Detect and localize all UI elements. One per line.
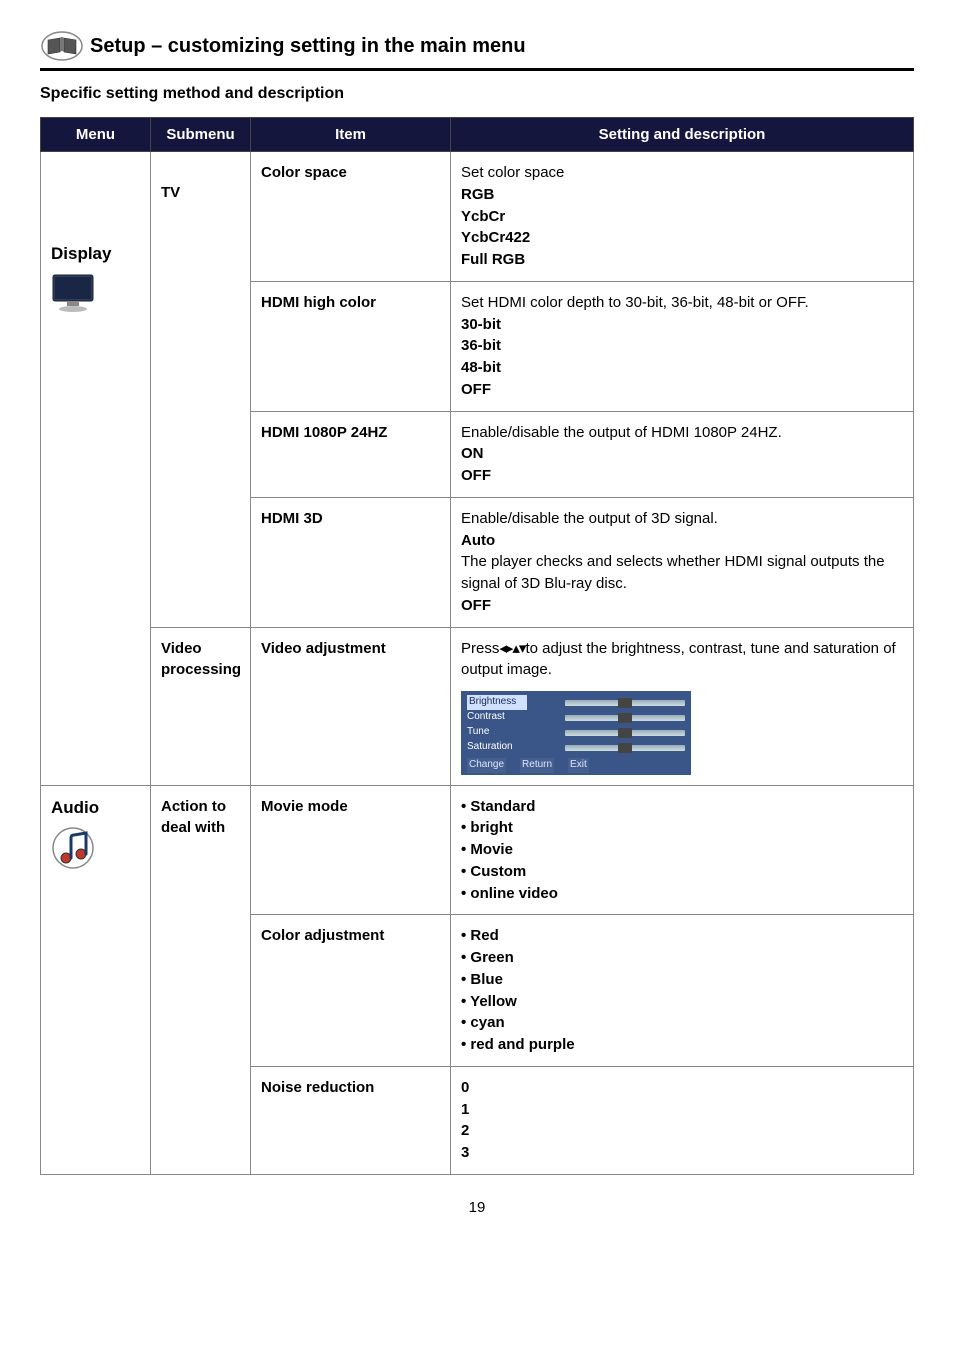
mm-movie: • Movie	[461, 841, 513, 858]
menu-display-label: Display	[51, 242, 140, 267]
va-exit: Exit	[568, 758, 589, 773]
book-icon	[40, 30, 84, 62]
slider-icon	[565, 730, 685, 736]
va-return: Return	[520, 758, 554, 773]
desc-color-space: Set color space RGB YcbCr YcbCr422 Full …	[451, 152, 914, 282]
nr-1: 1	[461, 1101, 469, 1118]
submenu-action-cell: Action to deal with	[151, 785, 251, 1174]
va-change: Change	[467, 758, 506, 773]
menu-audio-cell: Audio	[41, 785, 151, 1174]
va-contrast: Contrast	[467, 710, 527, 725]
ca-cyan: • cyan	[461, 1014, 505, 1031]
nr-3: 3	[461, 1144, 469, 1161]
opt-off3: OFF	[461, 597, 491, 614]
mm-online: • online video	[461, 885, 558, 902]
va-suffix: to adjust the brightness, contrast, tune…	[461, 640, 896, 679]
ca-blue: • Blue	[461, 971, 503, 988]
desc-color-space-intro: Set color space	[461, 164, 564, 181]
nr-2: 2	[461, 1122, 469, 1139]
mm-custom: • Custom	[461, 863, 526, 880]
arrow-icons: ◂▸▴▾	[499, 640, 525, 657]
opt-auto: Auto	[461, 532, 495, 549]
opt-ycbcr422: YcbCr422	[461, 229, 530, 246]
menu-display-cell: Display	[41, 152, 151, 786]
opt-30bit: 30-bit	[461, 316, 501, 333]
slider-icon	[565, 745, 685, 751]
opt-rgb: RGB	[461, 186, 494, 203]
video-adjust-panel: Brightness Contrast Tune Saturation Chan…	[461, 691, 691, 775]
item-hdmi-3d: HDMI 3D	[251, 497, 451, 627]
va-prefix: Press	[461, 640, 499, 657]
desc-hdmi-1080p: Enable/disable the output of HDMI 1080P …	[451, 411, 914, 497]
opt-48bit: 48-bit	[461, 359, 501, 376]
th-menu: Menu	[41, 118, 151, 152]
item-color-adjustment: Color adjustment	[251, 915, 451, 1067]
page-title: Setup – customizing setting in the main …	[90, 35, 526, 58]
item-movie-mode: Movie mode	[251, 785, 451, 915]
opt-36bit: 36-bit	[461, 337, 501, 354]
opt-fullrgb: Full RGB	[461, 251, 525, 268]
page-header: Setup – customizing setting in the main …	[40, 30, 914, 71]
mm-standard: • Standard	[461, 798, 535, 815]
th-item: Item	[251, 118, 451, 152]
slider-icon	[565, 715, 685, 721]
th-submenu: Submenu	[151, 118, 251, 152]
desc-hdmi-1080p-intro: Enable/disable the output of HDMI 1080P …	[461, 424, 782, 441]
desc-hdmi-3d-intro: Enable/disable the output of 3D signal.	[461, 510, 718, 527]
mm-bright: • bright	[461, 819, 513, 836]
ca-yellow: • Yellow	[461, 993, 517, 1010]
opt-on: ON	[461, 445, 484, 462]
ca-green: • Green	[461, 949, 514, 966]
va-brightness: Brightness	[467, 695, 527, 710]
va-tune: Tune	[467, 725, 527, 740]
opt-off: OFF	[461, 381, 491, 398]
ca-red: • Red	[461, 927, 499, 944]
opt-ycbcr: YcbCr	[461, 208, 505, 225]
audio-icon	[51, 826, 95, 870]
submenu-tv-cell: TV	[151, 152, 251, 628]
desc-hdmi-3d: Enable/disable the output of 3D signal. …	[451, 497, 914, 627]
item-color-space: Color space	[251, 152, 451, 282]
th-setting: Setting and description	[451, 118, 914, 152]
desc-hdmi-high-color-intro: Set HDMI color depth to 30-bit, 36-bit, …	[461, 294, 809, 311]
nr-0: 0	[461, 1079, 469, 1096]
desc-color-adjustment: • Red • Green • Blue • Yellow • cyan • r…	[451, 915, 914, 1067]
ca-redpurple: • red and purple	[461, 1036, 575, 1053]
desc-hdmi-high-color: Set HDMI color depth to 30-bit, 36-bit, …	[451, 281, 914, 411]
slider-icon	[565, 700, 685, 706]
desc-video-adjustment: Press◂▸▴▾to adjust the brightness, contr…	[451, 627, 914, 785]
settings-table: Menu Submenu Item Setting and descriptio…	[40, 117, 914, 1175]
item-hdmi-high-color: HDMI high color	[251, 281, 451, 411]
item-hdmi-1080p: HDMI 1080P 24HZ	[251, 411, 451, 497]
item-noise-reduction: Noise reduction	[251, 1066, 451, 1174]
section-subtitle: Specific setting method and description	[40, 85, 914, 103]
opt-auto-desc: The player checks and selects whether HD…	[461, 553, 885, 592]
display-icon	[51, 273, 95, 313]
desc-movie-mode: • Standard • bright • Movie • Custom • o…	[451, 785, 914, 915]
desc-noise-reduction: 0 1 2 3	[451, 1066, 914, 1174]
item-video-adjustment: Video adjustment	[251, 627, 451, 785]
va-saturation: Saturation	[467, 740, 527, 755]
page-number: 19	[40, 1199, 914, 1216]
submenu-video-processing: Video processing	[151, 627, 251, 785]
submenu-tv-label: TV	[161, 182, 240, 204]
menu-audio-label: Audio	[51, 796, 140, 821]
opt-off2: OFF	[461, 467, 491, 484]
